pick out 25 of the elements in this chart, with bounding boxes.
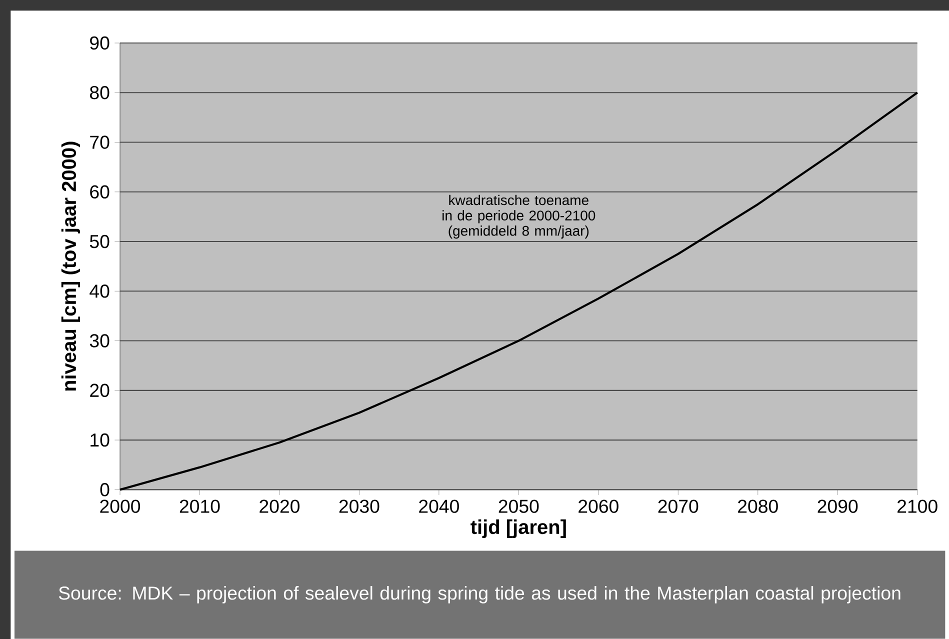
- annotation: kwadratische toename in de periode 2000-2100 (gemiddeld 8 mm/jaar): [442, 194, 596, 239]
- x-tick-label: 2090: [818, 500, 858, 513]
- x-tick-label: 2070: [658, 500, 698, 513]
- x-axis-title: tijd [jaren]: [470, 519, 566, 538]
- y-tick-label: 60: [90, 185, 110, 199]
- y-tick-label: 0: [100, 483, 110, 496]
- x-tick-label: 2010: [180, 500, 220, 513]
- x-tick-label: 2050: [498, 500, 539, 513]
- x-tick-label: 2020: [260, 500, 300, 513]
- y-tick-label: 50: [90, 234, 110, 248]
- x-tick-label: 2100: [898, 500, 938, 513]
- x-tick-label: 2030: [339, 500, 380, 513]
- y-tick-label: 10: [90, 433, 110, 447]
- x-tick-label: 2060: [578, 500, 618, 513]
- y-tick-label: 80: [90, 86, 110, 100]
- y-tick-label: 90: [90, 36, 110, 50]
- x-tick-label: 2080: [738, 500, 778, 513]
- y-tick-label: 40: [90, 284, 110, 298]
- y-tick-label: 30: [90, 334, 110, 348]
- y-axis-title: niveau [cm] (tov jaar 2000): [61, 142, 80, 391]
- x-tick-label: 2000: [100, 500, 140, 513]
- source-note: Source: MDK – projection of sealevel during spring tide as used in the Masterplan coastal projection: [58, 586, 900, 604]
- x-tick-label: 2040: [419, 500, 459, 513]
- y-tick-label: 20: [90, 384, 110, 398]
- y-tick-label: 70: [90, 136, 110, 149]
